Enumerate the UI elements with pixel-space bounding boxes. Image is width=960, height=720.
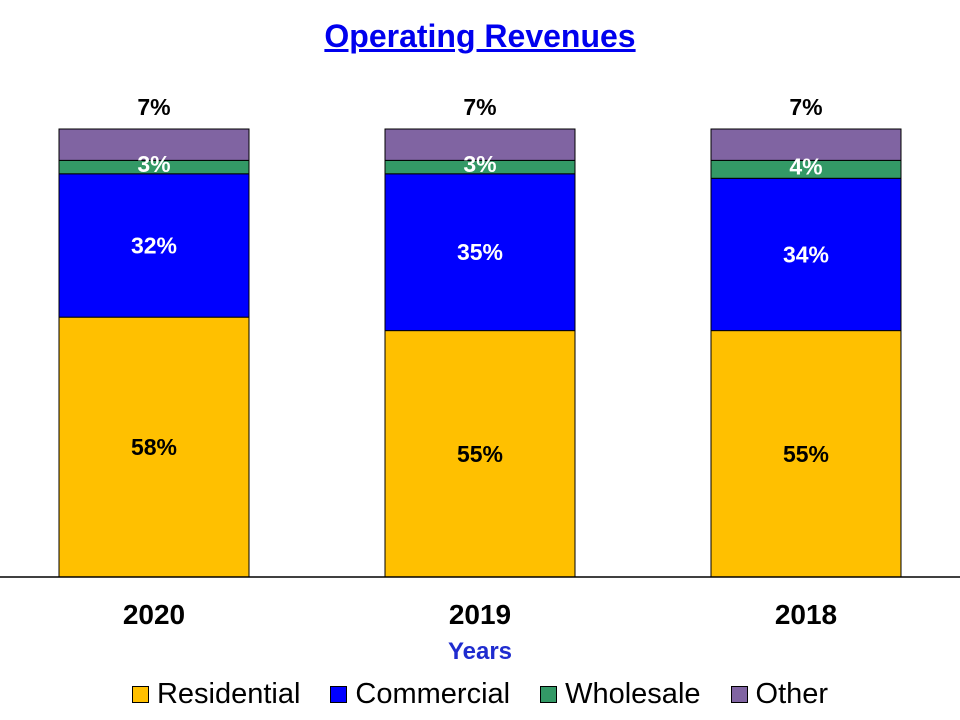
legend-item-commercial: Commercial xyxy=(330,678,510,711)
x-tick-label-2020: 2020 xyxy=(123,599,185,630)
data-label-wholesale-2020: 3% xyxy=(137,151,170,177)
bar-segment-commercial-2019 xyxy=(384,173,576,332)
data-label-other-2018: 7% xyxy=(789,94,822,120)
data-label-residential-2019: 55% xyxy=(457,441,503,467)
legend-item-wholesale: Wholesale xyxy=(540,678,701,711)
data-label-commercial-2019: 35% xyxy=(457,239,503,265)
bar-segment-commercial-2018 xyxy=(710,177,902,332)
data-label-commercial-2020: 32% xyxy=(131,232,177,258)
data-label-other-2020: 7% xyxy=(137,94,170,120)
legend-swatch-wholesale xyxy=(540,686,558,703)
data-label-other-2019: 7% xyxy=(463,94,496,120)
legend-label-residential: Residential xyxy=(156,678,301,710)
legend: Residential Commercial Wholesale Other xyxy=(0,678,960,711)
data-label-wholesale-2018: 4% xyxy=(789,153,822,179)
legend-item-residential: Residential xyxy=(131,678,301,711)
legend-swatch-residential xyxy=(131,686,149,703)
legend-label-wholesale: Wholesale xyxy=(565,678,701,710)
bar-segment-other-2018 xyxy=(710,128,902,161)
data-label-wholesale-2019: 3% xyxy=(463,151,496,177)
legend-swatch-other xyxy=(730,686,748,703)
x-tick-label-2018: 2018 xyxy=(775,599,837,630)
bar-segment-other-2020 xyxy=(58,128,250,161)
legend-swatch-commercial xyxy=(330,686,348,703)
chart-title: Operating Revenues xyxy=(324,18,636,54)
data-label-residential-2020: 58% xyxy=(131,434,177,460)
bar-segment-residential-2020 xyxy=(58,316,250,578)
data-label-commercial-2018: 34% xyxy=(783,241,829,267)
bar-segment-other-2019 xyxy=(384,128,576,161)
chart-plot: 58% 32% 3% 7% 55% 35% 3% 7% 55% 34% 4% 7% 2020 2019 2… xyxy=(0,94,960,630)
x-axis-title: Years xyxy=(447,638,513,665)
x-tick-label-2019: 2019 xyxy=(449,599,511,630)
legend-label-commercial: Commercial xyxy=(355,678,511,710)
legend-item-other: Other xyxy=(730,678,829,711)
legend-label-other: Other xyxy=(755,678,829,710)
data-label-residential-2018: 55% xyxy=(783,441,829,467)
